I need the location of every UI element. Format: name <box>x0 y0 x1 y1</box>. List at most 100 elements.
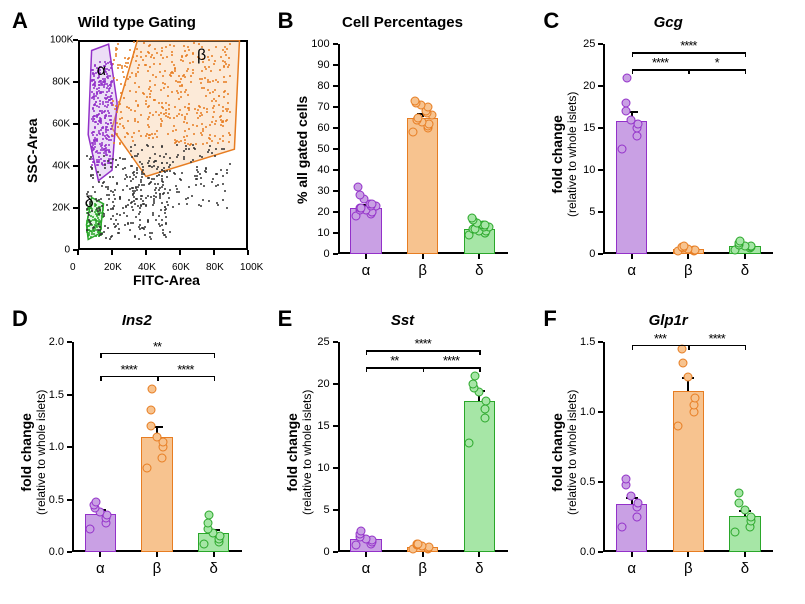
data-point <box>158 453 167 462</box>
xtick: α <box>627 560 636 577</box>
data-point <box>678 359 687 368</box>
data-point <box>627 492 636 501</box>
data-point <box>481 396 490 405</box>
data-point <box>351 541 360 550</box>
ytick: 40 <box>317 164 329 176</box>
panel-title: Sst <box>391 312 414 329</box>
panel-title: Glp1r <box>649 312 688 329</box>
gate-label: β <box>197 47 206 65</box>
data-point <box>204 511 213 520</box>
data-point <box>413 113 422 122</box>
ytick: 0 <box>589 248 595 260</box>
ytick: 1.0 <box>49 441 64 453</box>
gate-label: α <box>97 62 106 80</box>
gate-label: δ <box>85 194 94 212</box>
ytick: 5 <box>589 206 595 218</box>
data-point <box>684 373 693 382</box>
ytick: 2.0 <box>49 336 64 348</box>
ytick: 60 <box>317 122 329 134</box>
panel-c: C Gcg fold change(relative to whole islets… <box>537 6 799 300</box>
panel-a-ytick: 20K <box>50 203 70 214</box>
data-point <box>91 497 100 506</box>
ytick: 1.5 <box>49 389 64 401</box>
panel-letter: D <box>12 306 28 332</box>
data-point <box>465 438 474 447</box>
significance-star: **** <box>415 336 431 351</box>
significance-star: **** <box>443 353 459 368</box>
data-point <box>735 499 744 508</box>
significance-star: ** <box>153 339 161 354</box>
panel-a-xtick: 0 <box>70 262 76 273</box>
ytick: 0.0 <box>580 546 595 558</box>
ylabel: % all gated cells <box>294 96 310 204</box>
data-point <box>740 506 749 515</box>
ylabel: fold change(relative to whole islets) <box>549 92 579 217</box>
panel-a-xtick: 60K <box>172 262 190 273</box>
data-point <box>86 524 95 533</box>
data-point <box>408 128 417 137</box>
xtick: δ <box>475 560 483 577</box>
ytick: 10 <box>583 164 595 176</box>
ytick: 80 <box>317 80 329 92</box>
significance-star: **** <box>177 362 193 377</box>
data-point <box>617 522 626 531</box>
panel-b: BCell Percentages% all gated cells010203… <box>272 6 534 300</box>
data-point <box>146 406 155 415</box>
data-point <box>679 242 688 251</box>
ytick: 0.0 <box>49 546 64 558</box>
panel-letter: E <box>278 306 293 332</box>
ytick: 0.5 <box>49 494 64 506</box>
xtick: β <box>418 560 427 577</box>
significance-star: *** <box>654 331 666 346</box>
data-point <box>469 380 478 389</box>
ylabel: fold change(relative to whole islets) <box>549 390 579 515</box>
data-point <box>142 464 151 473</box>
data-point <box>199 539 208 548</box>
data-point <box>747 513 756 522</box>
data-point <box>413 539 422 548</box>
ytick: 1.0 <box>580 406 595 418</box>
data-point <box>480 405 489 414</box>
data-point <box>152 432 161 441</box>
significance-star: **** <box>709 331 725 346</box>
ytick: 0.5 <box>580 476 595 488</box>
xtick: α <box>362 262 371 279</box>
panel-a-xtick: 80K <box>206 262 224 273</box>
panel-title: Ins2 <box>122 312 152 329</box>
data-point <box>632 513 641 522</box>
data-point <box>467 214 476 223</box>
ytick: 1.5 <box>580 336 595 348</box>
data-point <box>617 145 626 154</box>
ytick: 20 <box>583 80 595 92</box>
significance-star: * <box>715 55 719 70</box>
data-point <box>357 203 366 212</box>
data-point <box>736 237 745 246</box>
xtick: β <box>418 262 427 279</box>
ytick: 15 <box>583 122 595 134</box>
panel-a-title: Wild type Gating <box>78 14 196 31</box>
panel-a-ytick: 80K <box>50 77 70 88</box>
bar-δ <box>464 401 495 552</box>
data-point <box>470 371 479 380</box>
significance-star: **** <box>121 362 137 377</box>
panel-letter: F <box>543 306 556 332</box>
data-point <box>480 413 489 422</box>
panel-a-xlabel: FITC-Area <box>133 272 200 288</box>
data-point <box>622 73 631 82</box>
panel-letter: B <box>278 8 294 34</box>
xtick: α <box>627 262 636 279</box>
ytick: 50 <box>317 143 329 155</box>
panel-f: F Glp1r fold change(relative to whole isle… <box>537 304 799 598</box>
ytick: 20 <box>317 206 329 218</box>
panel-a: AWild type GatingSSC-AreaFITC-Area020K40… <box>6 6 268 300</box>
ytick: 25 <box>317 336 329 348</box>
ytick: 70 <box>317 101 329 113</box>
ytick: 10 <box>317 227 329 239</box>
xtick: δ <box>209 560 217 577</box>
data-point <box>148 385 157 394</box>
panel-title: Gcg <box>654 14 683 31</box>
panel-a-xtick: 20K <box>104 262 122 273</box>
significance-star: ** <box>390 353 398 368</box>
xtick: β <box>153 560 162 577</box>
panel-letter: C <box>543 8 559 34</box>
